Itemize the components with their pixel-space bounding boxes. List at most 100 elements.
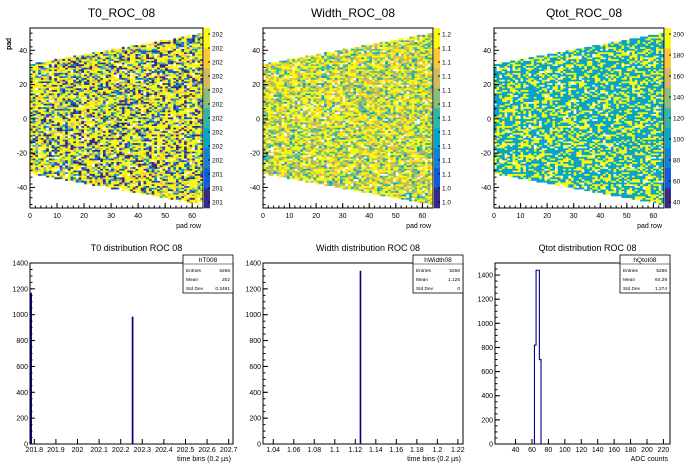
heatmap-cell: [124, 117, 128, 120]
heatmap-cell: [148, 182, 152, 185]
heatmap-cell: [108, 132, 112, 135]
heatmap-cell: [175, 93, 179, 96]
heatmap-cell: [119, 136, 123, 139]
heatmap-cell: [184, 197, 188, 200]
heatmap-cell: [86, 172, 90, 175]
heatmap-cell: [81, 165, 85, 168]
heatmap-cell: [111, 154, 115, 157]
heatmap-cell: [35, 81, 39, 84]
heatmap-cell: [154, 156, 158, 159]
heatmap-cell: [43, 76, 47, 79]
heatmap-cell: [135, 105, 139, 108]
heatmap-cell: [119, 125, 123, 128]
heatmap-cell: [175, 115, 179, 118]
heatmap-cell: [181, 36, 185, 39]
heatmap-cell: [170, 43, 174, 46]
heatmap-cell: [167, 79, 171, 82]
heatmap-cell: [184, 38, 188, 41]
heatmap-cell: [46, 122, 50, 125]
heatmap-cell: [192, 118, 196, 121]
heatmap-cell: [138, 45, 142, 48]
heatmap-cell: [100, 134, 104, 137]
heatmap-cell: [121, 57, 125, 60]
heatmap-cell: [65, 125, 69, 128]
heatmap-cell: [86, 142, 90, 145]
heatmap-cell: [189, 48, 193, 51]
heatmap-cell: [178, 118, 182, 121]
heatmap-cell: [130, 163, 134, 166]
heatmap-cell: [30, 158, 33, 161]
heatmap-cell: [132, 79, 136, 82]
heatmap-cell: [178, 98, 182, 101]
heatmap-cell: [124, 53, 128, 56]
heatmap-cell: [100, 72, 104, 75]
heatmap-cell: [138, 69, 142, 72]
heatmap-cell: [181, 115, 185, 118]
heatmap-cell: [162, 110, 166, 113]
heatmap-cell: [81, 154, 85, 157]
heatmap-cell: [186, 120, 190, 123]
heatmap-cell: [192, 122, 196, 125]
heatmap-cell: [38, 94, 42, 97]
heatmap-cell: [170, 105, 174, 108]
heatmap-cell: [157, 172, 161, 175]
heatmap-cell: [86, 94, 90, 97]
heatmap-cell: [132, 172, 136, 175]
heatmap-cell: [186, 161, 190, 164]
heatmap-cell: [132, 151, 136, 154]
heatmap-cell: [67, 139, 71, 142]
heatmap-cell: [108, 148, 112, 151]
heatmap-cell: [178, 178, 182, 181]
heatmap-cell: [97, 57, 101, 60]
heatmap-cell: [62, 100, 66, 103]
heatmap-cell: [70, 70, 74, 73]
heatmap-cell: [97, 113, 101, 116]
heatmap-cell: [140, 52, 144, 55]
heatmap-cell: [32, 129, 36, 132]
heatmap-cell: [170, 69, 174, 72]
heatmap-cell: [65, 120, 69, 123]
heatmap-cell: [130, 137, 134, 140]
heatmap-cell: [151, 41, 155, 44]
heatmap-cell: [111, 127, 115, 130]
heatmap-cell: [154, 132, 158, 135]
heatmap-cell: [67, 110, 71, 113]
heatmap-cell: [65, 84, 69, 87]
heatmap-cell: [157, 139, 161, 142]
heatmap-cell: [100, 184, 104, 187]
heatmap-cell: [127, 55, 131, 58]
heatmap-cell: [97, 151, 101, 154]
heatmap-cell: [135, 141, 139, 144]
heatmap-cell: [102, 67, 106, 70]
heatmap-cell: [94, 178, 98, 181]
heatmap-cell: [186, 106, 190, 109]
heatmap-cell: [81, 173, 85, 176]
heatmap-cell: [35, 136, 39, 139]
heatmap-cell: [184, 98, 188, 101]
heatmap-cell: [89, 136, 93, 139]
heatmap-cell: [173, 112, 177, 115]
heatmap-cell: [184, 43, 188, 46]
heatmap-cell: [189, 201, 193, 204]
heatmap-cell: [132, 57, 136, 60]
heatmap-cell: [119, 129, 123, 132]
heatmap-cell: [51, 82, 55, 85]
heatmap-cell: [102, 142, 106, 145]
heatmap-cell: [111, 108, 115, 111]
heatmap-cell: [124, 125, 128, 128]
heatmap-cell: [86, 160, 90, 163]
heatmap-cell: [100, 178, 104, 181]
heatmap-cell: [78, 173, 82, 176]
heatmap-cell: [32, 127, 36, 130]
heatmap-cell: [111, 136, 115, 139]
heatmap-cell: [194, 199, 198, 202]
heatmap-cell: [159, 136, 163, 139]
heatmap-cell: [175, 98, 179, 101]
heatmap-cell: [189, 130, 193, 133]
heatmap-cell: [119, 88, 123, 91]
heatmap-cell: [97, 144, 101, 147]
heatmap-cell: [92, 127, 96, 130]
heatmap-cell: [57, 142, 61, 145]
heatmap-cell: [157, 178, 161, 181]
heatmap-cell: [111, 124, 115, 127]
